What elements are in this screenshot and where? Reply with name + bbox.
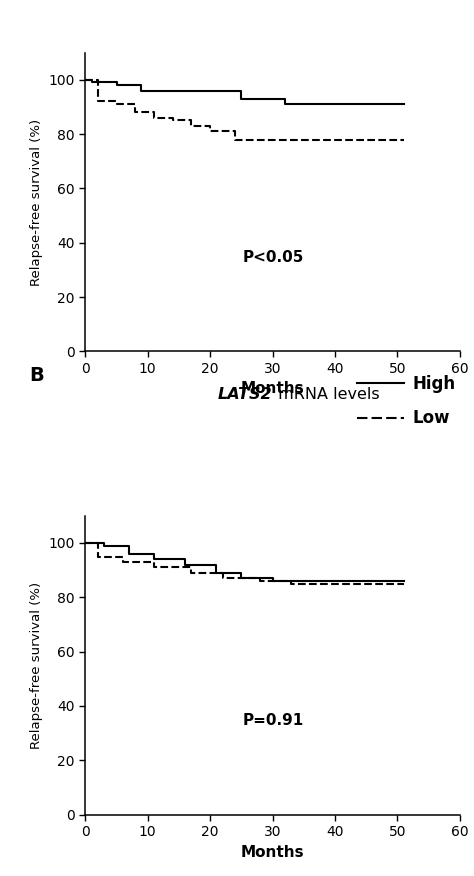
Y-axis label: Relapse-free survival (%): Relapse-free survival (%) [30,582,43,749]
Legend: High, Low: High, Low [357,375,455,427]
Text: LATS2: LATS2 [218,387,273,402]
Text: P<0.05: P<0.05 [243,250,304,265]
Y-axis label: Relapse-free survival (%): Relapse-free survival (%) [30,118,43,286]
Text: P=0.91: P=0.91 [243,713,304,728]
Text: mRNA levels: mRNA levels [273,387,379,402]
X-axis label: Months: Months [241,844,304,859]
Text: B: B [29,366,44,385]
X-axis label: Months: Months [241,381,304,397]
